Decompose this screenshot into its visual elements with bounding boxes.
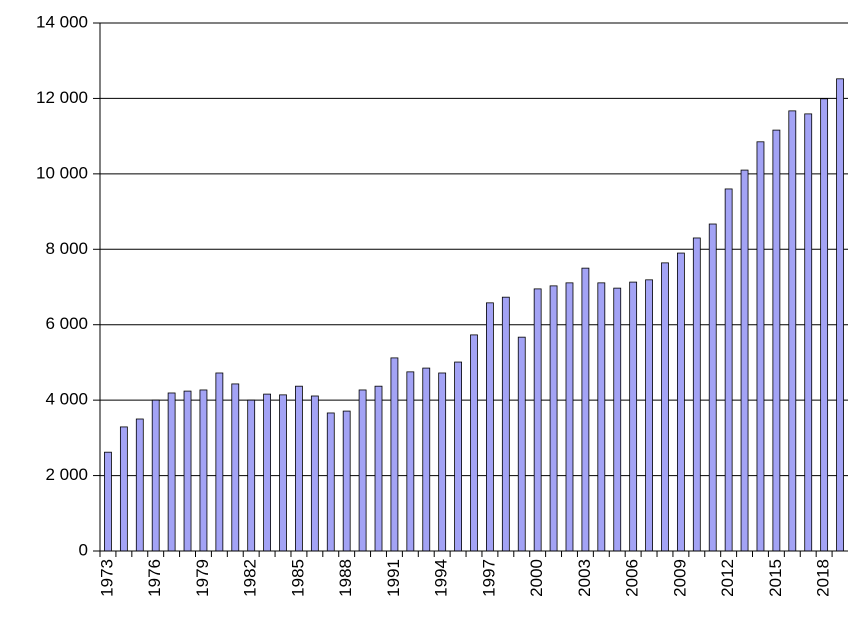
bar	[501, 296, 510, 552]
bar	[629, 281, 638, 552]
bar	[183, 390, 192, 552]
bar	[581, 267, 590, 552]
y-tick-label: 12 000	[36, 88, 88, 107]
bar	[390, 357, 399, 552]
bar	[438, 372, 447, 552]
bar	[470, 334, 478, 552]
bar	[374, 385, 383, 552]
x-tick-label: 2018	[814, 559, 833, 597]
bar	[804, 113, 813, 552]
y-tick-label: 10 000	[36, 163, 88, 182]
x-tick-label: 2015	[766, 559, 785, 597]
x-tick-label: 1994	[432, 559, 451, 597]
bar	[740, 169, 749, 552]
bar	[788, 110, 797, 552]
bar	[486, 302, 494, 552]
y-tick-label: 4 000	[45, 390, 88, 409]
y-tick-label: 2 000	[45, 465, 88, 484]
bar	[454, 361, 462, 552]
bar	[167, 392, 176, 552]
bar	[326, 412, 335, 552]
x-tick-label: 2009	[670, 559, 689, 597]
x-tick-label: 1973	[97, 559, 116, 597]
x-tick-label: 1988	[336, 559, 355, 597]
x-tick-label: 1982	[241, 559, 260, 597]
bar	[533, 288, 542, 552]
bar	[231, 383, 240, 552]
y-tick-label: 6 000	[45, 314, 88, 333]
bar	[517, 336, 526, 552]
bar	[676, 252, 685, 552]
bar	[199, 389, 208, 552]
bar	[119, 426, 128, 552]
bar	[247, 399, 256, 552]
bar	[692, 237, 701, 552]
bar	[135, 418, 144, 552]
x-tick-label: 2000	[527, 559, 546, 597]
bar	[406, 371, 415, 552]
bar	[645, 279, 653, 552]
bar	[597, 282, 606, 552]
bar	[724, 188, 733, 552]
bar	[151, 399, 160, 552]
bar	[279, 394, 287, 552]
bar	[836, 78, 844, 552]
bar	[820, 98, 829, 552]
x-tick-label: 1991	[384, 559, 403, 597]
y-tick-label: 0	[79, 540, 88, 559]
x-tick-label: 2003	[575, 559, 594, 597]
bar	[310, 395, 319, 552]
bar	[104, 451, 112, 552]
bar	[342, 410, 351, 552]
x-tick-label: 1985	[288, 559, 307, 597]
x-tick-label: 2012	[718, 559, 737, 597]
x-tick-label: 2006	[623, 559, 642, 597]
bar	[215, 372, 224, 552]
bar	[549, 285, 558, 552]
bar	[613, 287, 622, 552]
bar	[772, 129, 781, 552]
x-tick-label: 1976	[145, 559, 164, 597]
y-tick-label: 14 000	[36, 12, 88, 31]
y-tick-label: 8 000	[45, 239, 88, 258]
bar	[661, 262, 669, 552]
bar	[756, 141, 765, 552]
x-tick-label: 1997	[479, 559, 498, 597]
x-tick-label: 1979	[193, 559, 212, 597]
bar	[708, 223, 717, 552]
bar	[358, 389, 367, 552]
bar	[295, 385, 303, 552]
bar	[565, 282, 574, 552]
bar	[263, 393, 272, 552]
bar	[422, 367, 431, 552]
